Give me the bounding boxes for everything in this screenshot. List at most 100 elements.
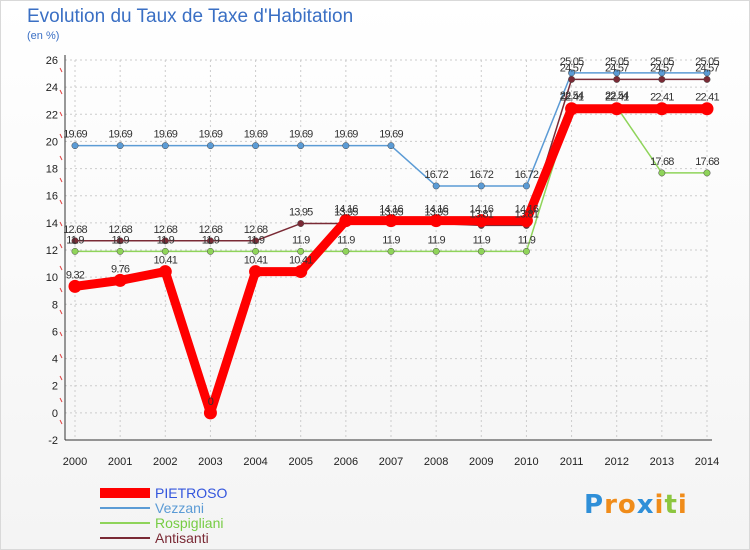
axis-minor-mark — [59, 419, 63, 425]
data-label: 12.68 — [63, 224, 87, 236]
data-label: 14.16 — [424, 204, 448, 216]
x-tick-label: 2004 — [243, 456, 267, 468]
chart-title: Evolution du Taux de Taxe d'Habitation — [27, 6, 354, 27]
legend-label: Vezzani — [155, 500, 204, 516]
point-rospigliani — [477, 247, 485, 255]
legend-label: Antisanti — [155, 530, 209, 546]
y-tick-label: 4 — [52, 354, 58, 366]
data-label: 11.9 — [292, 234, 310, 246]
x-tick-label: 2014 — [695, 456, 719, 468]
point-vezzani — [297, 142, 305, 150]
point-antisanti — [71, 237, 79, 245]
logo-letter: o — [617, 490, 637, 520]
point-vezzani — [432, 182, 440, 190]
logo-letter: P — [584, 490, 605, 520]
data-label: 24.57 — [560, 62, 584, 74]
data-label: 16.72 — [470, 169, 494, 181]
data-label: 11.9 — [382, 234, 400, 246]
x-tick-label: 2001 — [108, 456, 132, 468]
data-label: 12.68 — [199, 224, 223, 236]
point-rospigliani — [342, 247, 350, 255]
axis-minor-mark — [59, 177, 63, 183]
logo-letter: x — [636, 490, 655, 520]
data-label: 25.05 — [605, 56, 629, 68]
data-label: 24.57 — [650, 62, 674, 74]
x-tick-label: 2000 — [63, 456, 87, 468]
axis-minor-mark — [59, 199, 63, 205]
point-rospigliani — [522, 247, 530, 255]
data-label: 19.69 — [199, 129, 223, 141]
logo-letter: r — [604, 490, 618, 520]
point-pietroso — [384, 214, 398, 228]
point-pietroso — [700, 102, 714, 116]
x-tick-label: 2011 — [560, 456, 584, 468]
data-label: 22.54 — [560, 90, 584, 102]
y-tick-label: 0 — [52, 408, 58, 420]
x-tick-label: 2010 — [514, 456, 538, 468]
data-label: 11.9 — [66, 234, 84, 246]
x-tick-label: 2006 — [334, 456, 358, 468]
axis-minor-mark — [59, 243, 63, 249]
data-label: 11.9 — [202, 234, 220, 246]
point-vezzani — [161, 142, 169, 150]
axis-minor-mark — [59, 397, 63, 403]
point-pietroso — [429, 214, 443, 228]
data-label: 13.95 — [289, 207, 313, 219]
x-tick-label: 2003 — [198, 456, 222, 468]
point-antisanti — [161, 237, 169, 245]
y-tick-label: 6 — [52, 326, 58, 338]
data-label: 24.57 — [605, 62, 629, 74]
data-label: 25.05 — [560, 56, 584, 68]
grid — [65, 59, 708, 441]
data-label: 10.41 — [154, 255, 178, 267]
axis-minor-mark — [59, 67, 63, 73]
point-antisanti — [613, 75, 621, 83]
x-tick-label: 2005 — [288, 456, 312, 468]
point-vezzani — [522, 182, 530, 190]
data-label: 14.16 — [379, 204, 403, 216]
data-label: 0 — [208, 396, 214, 408]
axis-minor-mark — [59, 89, 63, 95]
x-tick-label: 2013 — [650, 456, 674, 468]
point-rospigliani — [252, 247, 260, 255]
point-vezzani — [387, 142, 395, 150]
point-pietroso — [474, 214, 488, 228]
data-label: 14.16 — [515, 204, 539, 216]
data-label: 22.41 — [605, 92, 629, 104]
data-label: 14.16 — [470, 204, 494, 216]
point-antisanti — [252, 237, 260, 245]
axis-minor-mark — [59, 133, 63, 139]
data-label: 24.57 — [695, 62, 719, 74]
data-label: 19.69 — [379, 129, 403, 141]
data-label: 19.69 — [289, 129, 313, 141]
data-label: 11.9 — [111, 234, 129, 246]
point-rospigliani — [387, 247, 395, 255]
y-tick-label: 20 — [46, 136, 58, 148]
logo-letter: i — [677, 490, 688, 520]
data-label: 19.69 — [108, 129, 132, 141]
point-antisanti — [568, 75, 576, 83]
data-label: 12.68 — [154, 224, 178, 236]
point-antisanti — [297, 220, 305, 227]
data-label: 9.76 — [111, 263, 130, 275]
point-vezzani — [252, 142, 260, 150]
point-pietroso — [113, 273, 127, 287]
logo-letter: t — [664, 490, 678, 520]
x-tick-label: 2012 — [604, 456, 628, 468]
axis-minor-mark — [59, 353, 63, 359]
point-pietroso — [249, 265, 263, 279]
point-pietroso — [294, 265, 308, 279]
data-label: 16.72 — [515, 169, 539, 181]
y-tick-label: 22 — [46, 109, 58, 121]
data-label: 10.41 — [244, 255, 268, 267]
data-label: 14.16 — [334, 204, 358, 216]
data-label: 12.68 — [108, 224, 132, 236]
point-pietroso — [655, 102, 669, 116]
y-tick-label: 14 — [46, 218, 58, 230]
point-antisanti — [703, 75, 711, 83]
data-label: 11.9 — [337, 234, 355, 246]
data-label: 11.9 — [473, 234, 491, 246]
point-rospigliani — [432, 247, 440, 255]
